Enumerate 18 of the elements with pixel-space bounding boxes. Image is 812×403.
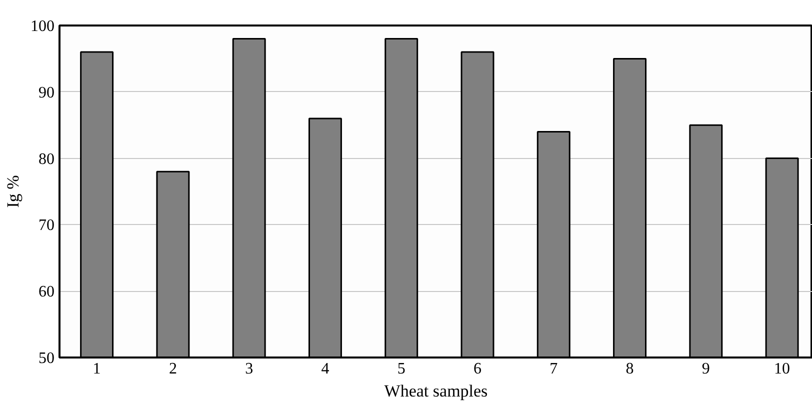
y-tick-label: 60 bbox=[38, 284, 54, 301]
x-tick-label: 4 bbox=[321, 360, 330, 378]
y-tick-label: 100 bbox=[30, 18, 54, 35]
x-tick-label: 9 bbox=[702, 360, 710, 378]
x-tick-label: 2 bbox=[168, 360, 177, 378]
y-tick-label: 90 bbox=[38, 84, 54, 102]
x-tick-label: 1 bbox=[92, 360, 101, 378]
y-tick-label: 80 bbox=[38, 150, 54, 168]
x-axis-title: Wheat samples bbox=[384, 382, 488, 400]
y-tick-label: 50 bbox=[38, 350, 54, 367]
x-tick-label: 3 bbox=[245, 360, 254, 378]
y-tick-label: 70 bbox=[38, 217, 54, 234]
x-tick-label: 5 bbox=[397, 360, 406, 378]
x-tick-label: 10 bbox=[774, 360, 790, 378]
x-tick-label: 6 bbox=[473, 360, 482, 378]
x-tick-label: 8 bbox=[626, 360, 634, 378]
y-axis-title: Ig % bbox=[4, 175, 22, 208]
x-tick-label: 7 bbox=[550, 360, 558, 378]
